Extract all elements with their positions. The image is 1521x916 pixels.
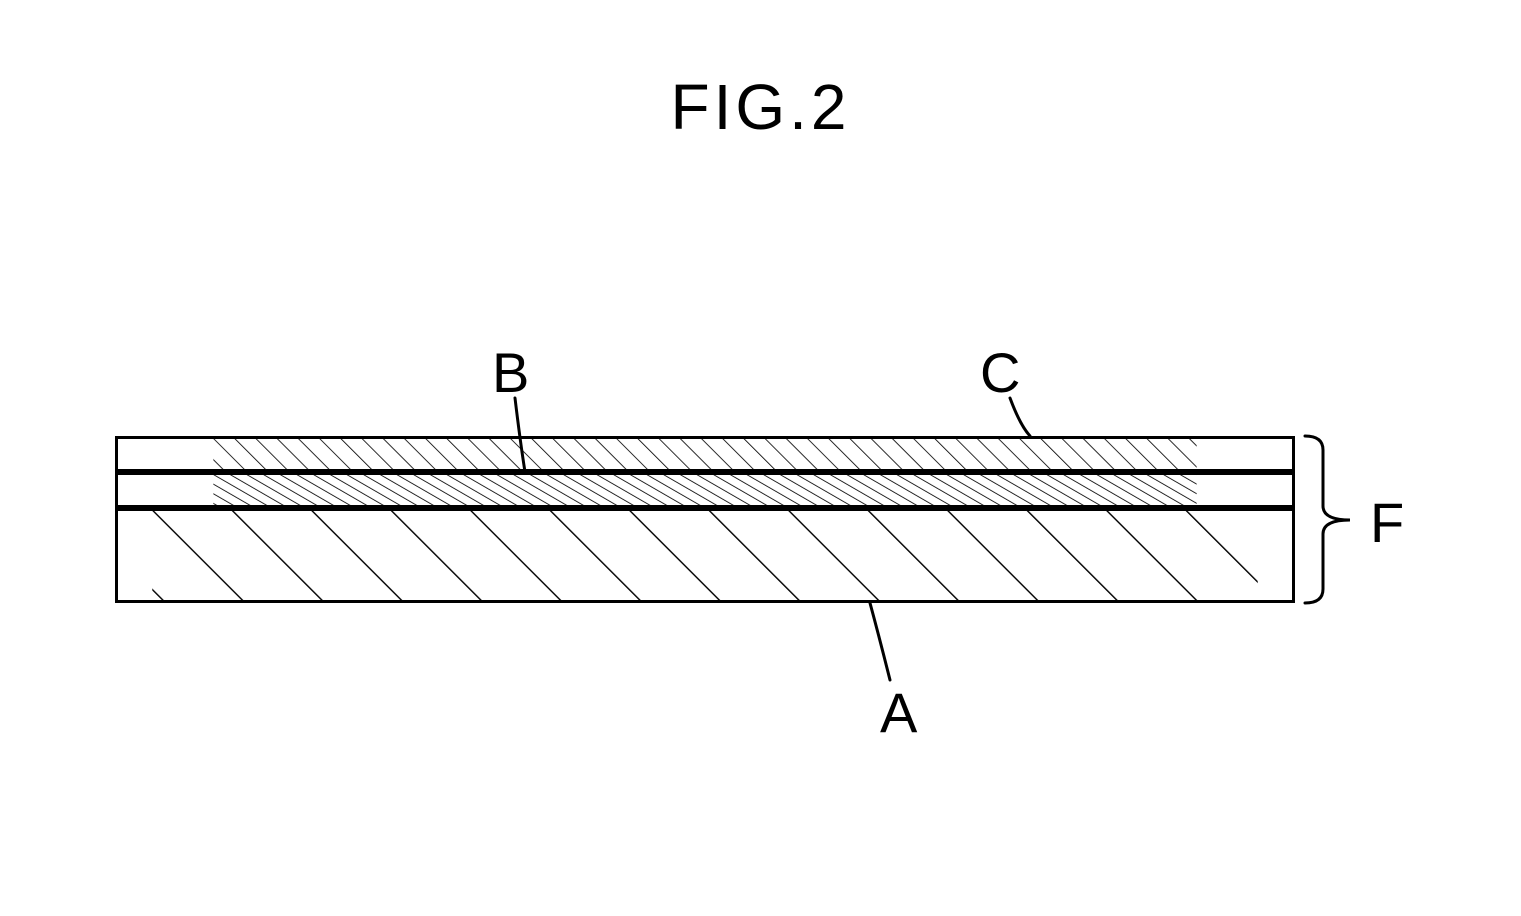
figure-stage: FIG.2 B C A F xyxy=(0,0,1521,916)
brace-f xyxy=(0,0,1521,916)
